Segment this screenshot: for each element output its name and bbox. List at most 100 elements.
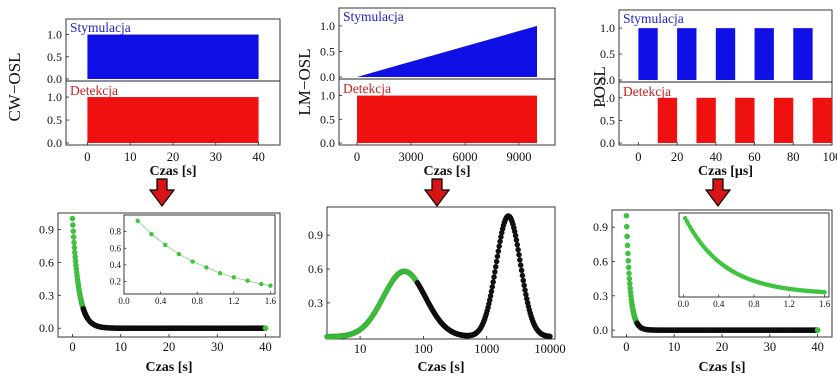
inset-connector <box>192 261 207 268</box>
data-point <box>515 246 521 253</box>
inset-data-point <box>135 218 140 224</box>
plot-frame <box>326 206 556 340</box>
inset-xtick-label: 0.8 <box>192 296 204 306</box>
inset-xtick-label: 0.0 <box>678 299 690 309</box>
x-axis-label: Czas [s] <box>698 360 745 375</box>
stimulation-ytick-label: 0.0 <box>320 70 335 84</box>
ytick-label: 0.3 <box>593 289 608 303</box>
inset-ytick-label: 0.6 <box>110 243 122 253</box>
data-point <box>516 251 522 258</box>
data-point <box>70 228 77 234</box>
inset-xtick-label: 1.2 <box>784 299 795 309</box>
x-axis-label: Czas [s] <box>417 360 464 375</box>
detection-window <box>735 97 755 143</box>
xtick-label: 20 <box>671 150 684 164</box>
data-point <box>492 263 499 270</box>
data-point <box>623 212 630 219</box>
inset-xtick-label: 1.6 <box>265 296 277 306</box>
data-point <box>262 325 269 332</box>
method-label: CW−OSL <box>5 52 24 121</box>
data-point <box>624 242 631 249</box>
stimulation-pulse <box>87 34 259 79</box>
xtick-label: 10 <box>354 342 367 356</box>
ytick-label: 0.3 <box>308 296 323 310</box>
inset-data-point <box>822 289 827 295</box>
data-point <box>491 274 497 280</box>
xtick-label: 40 <box>811 340 824 354</box>
data-point <box>521 282 527 289</box>
plot-frame <box>611 209 833 338</box>
xtick-label: 20 <box>716 340 729 354</box>
detection-ytick-label: 0.0 <box>320 136 335 150</box>
xtick-label: 100 <box>414 342 433 356</box>
detection-label: Detekcja <box>70 83 118 98</box>
inset-xtick-label: 1.2 <box>228 296 239 306</box>
inset-xtick-label: 1.6 <box>819 299 831 309</box>
inset-xtick-label: 0.8 <box>748 299 760 309</box>
data-point <box>493 258 500 265</box>
inset-data-point <box>190 259 195 264</box>
stimulation-ytick-label: 0.0 <box>600 73 615 87</box>
detection-ytick-label: 1.0 <box>47 90 62 104</box>
xtick-label: 80 <box>787 150 800 164</box>
detection-ytick-label: 0.5 <box>47 113 62 127</box>
xtick-label: 30 <box>211 340 224 354</box>
xtick-label: 9000 <box>507 150 532 164</box>
data-point <box>626 275 633 282</box>
xtick-label: 40 <box>710 150 723 164</box>
inset-ytick-label: 0.8 <box>110 227 122 237</box>
stimulation-pulse <box>754 28 774 80</box>
xtick-label: 40 <box>252 150 265 164</box>
data-point <box>625 250 631 257</box>
detection-window <box>657 97 678 143</box>
ytick-label: 0.9 <box>39 222 54 236</box>
xtick-label: 10 <box>668 340 681 354</box>
detection-label: Detekcja <box>343 81 391 96</box>
inset-connector <box>178 253 193 262</box>
ytick-label: 0.3 <box>39 288 54 302</box>
stimulation-pulse <box>638 28 658 80</box>
data-point <box>69 215 76 222</box>
data-point <box>520 277 527 284</box>
data-point <box>495 248 502 254</box>
stimulation-ytick-label: 0.5 <box>600 47 615 61</box>
xtick-label: 0 <box>69 340 75 354</box>
inset-data-point <box>162 242 168 248</box>
data-point <box>626 270 632 277</box>
ytick-label: 0.0 <box>593 323 608 337</box>
stimulation-ramp <box>357 25 537 77</box>
xtick-label: 20 <box>163 340 176 354</box>
xtick-label: 60 <box>748 150 761 164</box>
xtick-label: 20 <box>167 150 180 164</box>
xtick-label: 10 <box>114 340 127 354</box>
xtick-label: 30 <box>210 150 223 164</box>
inset-connector <box>233 276 248 282</box>
detection-ytick-label: 0.5 <box>600 113 615 127</box>
ytick-label: 0.6 <box>308 262 323 276</box>
data-point <box>71 239 77 246</box>
stimulation-ytick-label: 1.0 <box>47 28 62 42</box>
detection-ytick-label: 1.0 <box>600 91 615 105</box>
detection-ytick-label: 0.0 <box>47 136 62 150</box>
detection-ytick-label: 1.0 <box>320 89 335 103</box>
down-arrow-icon <box>148 178 176 207</box>
xtick-label: 6000 <box>453 150 478 164</box>
data-point <box>518 267 525 274</box>
xtick-label: 0 <box>84 150 90 164</box>
inset-connector <box>206 267 221 274</box>
xtick-label: 0 <box>623 340 629 354</box>
plot-frame <box>57 212 281 338</box>
data-point <box>496 243 502 249</box>
ytick-label: 0.6 <box>39 255 54 269</box>
xtick-label: 100 <box>823 150 837 164</box>
data-point <box>71 244 78 251</box>
data-point <box>625 257 632 264</box>
ytick-label: 0.9 <box>308 228 323 242</box>
method-label: LM−OSL <box>295 48 314 115</box>
data-point <box>497 238 503 245</box>
xtick-label: 1000 <box>474 342 499 356</box>
detection-ytick-label: 0.0 <box>600 136 615 150</box>
stimulation-label: Stymulacja <box>343 9 404 24</box>
inset-data-point <box>245 278 250 283</box>
